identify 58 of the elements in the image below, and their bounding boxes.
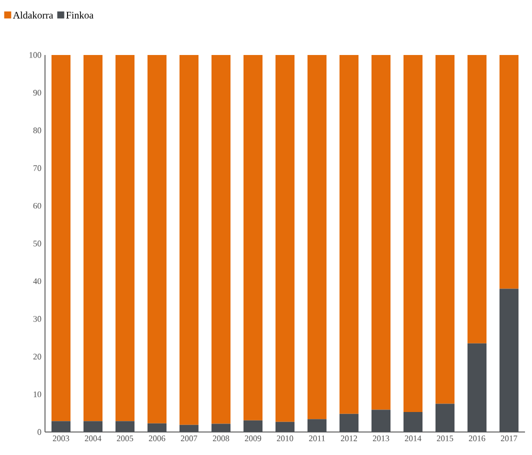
bar xyxy=(244,420,263,432)
y-tick-label: 80 xyxy=(33,128,42,134)
bar xyxy=(84,54,102,422)
bar xyxy=(468,54,487,344)
y-tick-label: 10 xyxy=(34,391,42,398)
x-tick-label: 2009 xyxy=(244,436,262,442)
bar xyxy=(84,421,102,432)
bar xyxy=(500,54,519,289)
bar xyxy=(212,54,231,424)
x-tick-label: 2005 xyxy=(116,436,134,442)
x-tick-label: 2016 xyxy=(468,436,486,442)
bar xyxy=(436,404,455,432)
legend-label: Aldakorra xyxy=(12,12,54,19)
bar xyxy=(52,54,70,422)
x-tick-label: 2013 xyxy=(372,436,390,442)
y-tick-label: 20 xyxy=(33,354,42,360)
x-tick-label: 2012 xyxy=(340,436,358,442)
bar xyxy=(212,424,231,432)
bar xyxy=(276,422,295,432)
bar xyxy=(116,421,134,432)
bar xyxy=(244,54,263,420)
bar xyxy=(180,424,199,432)
bar xyxy=(372,54,391,410)
y-tick-label: 70 xyxy=(34,165,42,171)
bar xyxy=(404,412,423,432)
bar xyxy=(308,54,327,420)
bar xyxy=(116,54,134,422)
bar xyxy=(276,54,295,422)
bar xyxy=(500,288,519,432)
legend-label: Finkoa xyxy=(66,12,94,19)
bar xyxy=(308,419,327,432)
x-tick-label: 2007 xyxy=(180,436,198,442)
y-tick-label: 50 xyxy=(33,240,42,246)
bar xyxy=(404,54,423,412)
bar xyxy=(340,414,359,432)
bar xyxy=(340,54,359,414)
x-tick-label: 2014 xyxy=(404,436,422,442)
bar xyxy=(148,54,167,424)
y-tick-label: 60 xyxy=(33,202,42,209)
bar xyxy=(148,423,167,432)
x-tick-label: 2017 xyxy=(500,436,518,442)
bar xyxy=(52,421,70,432)
bar xyxy=(372,410,391,432)
bar xyxy=(436,54,455,404)
x-tick-label: 2010 xyxy=(276,436,294,442)
y-tick-label: 40 xyxy=(33,278,42,284)
y-tick-label: 0 xyxy=(38,429,42,435)
bar xyxy=(180,54,199,425)
x-tick-label: 2004 xyxy=(84,436,102,442)
bar xyxy=(468,343,487,432)
x-tick-label: 2011 xyxy=(309,436,325,442)
y-tick-label: 90 xyxy=(33,90,42,96)
x-tick-label: 2006 xyxy=(148,436,166,442)
x-tick-label: 2008 xyxy=(212,436,230,442)
y-tick-label: 30 xyxy=(33,316,42,322)
x-tick-label: 2003 xyxy=(52,436,70,442)
x-tick-label: 2015 xyxy=(436,436,454,442)
y-tick-label: 100 xyxy=(30,52,42,58)
